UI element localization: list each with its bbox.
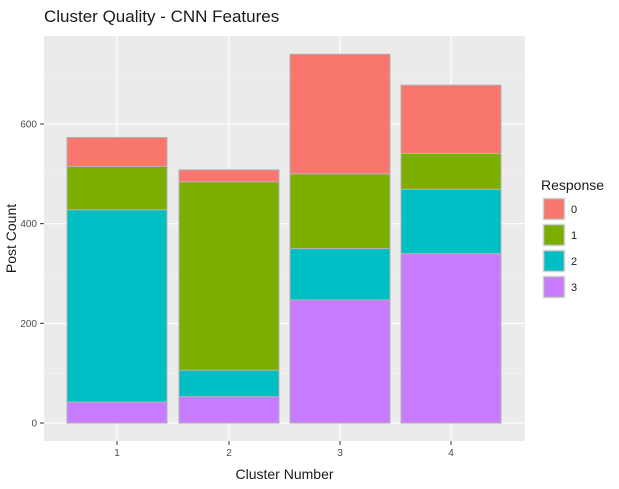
bar-segment-cluster-3-response-1 xyxy=(289,173,391,250)
y-tick-label: 200 xyxy=(20,319,37,330)
legend-label-3: 3 xyxy=(571,282,577,294)
bar-segment-cluster-2-response-0 xyxy=(178,169,280,183)
bar-segment-cluster-3-response-3 xyxy=(289,299,391,424)
bar-segment-cluster-4-response-1 xyxy=(400,152,502,190)
x-tick-label: 3 xyxy=(337,448,343,459)
legend-swatch-0 xyxy=(543,198,565,220)
bar-segment-cluster-4-response-3 xyxy=(400,253,502,424)
y-tick-label: 600 xyxy=(20,120,37,131)
legend-label-2: 2 xyxy=(571,256,577,268)
bar-segment-cluster-2-response-2 xyxy=(178,369,280,398)
bar-segment-cluster-2-response-3 xyxy=(178,396,280,424)
bar-segment-cluster-3-response-2 xyxy=(289,248,391,301)
bar-segment-cluster-3-response-0 xyxy=(289,53,391,175)
legend-swatch-3 xyxy=(543,276,565,298)
bar-segment-cluster-2-response-1 xyxy=(178,181,280,371)
x-axis-title: Cluster Number xyxy=(235,466,333,482)
bars xyxy=(66,53,502,424)
x-tick-label: 1 xyxy=(114,448,120,459)
legend-swatch-2 xyxy=(543,250,565,272)
chart-title: Cluster Quality - CNN Features xyxy=(44,7,279,26)
legend-swatch-1 xyxy=(543,224,565,246)
y-axis-title: Post Count xyxy=(3,204,19,273)
x-axis: 1 2 3 4 xyxy=(114,441,454,459)
y-tick-label: 400 xyxy=(20,219,37,230)
legend-label-0: 0 xyxy=(571,204,577,216)
bar-segment-cluster-4-response-2 xyxy=(400,188,502,255)
x-tick-label: 4 xyxy=(448,448,454,459)
legend: Response 0 1 2 3 xyxy=(541,177,604,299)
bar-segment-cluster-1-response-1 xyxy=(66,165,168,211)
bar-segment-cluster-1-response-3 xyxy=(66,401,168,424)
y-tick-label: 0 xyxy=(31,419,37,430)
y-axis: 0 200 400 600 xyxy=(20,120,44,430)
x-tick-label: 2 xyxy=(226,448,232,459)
bar-segment-cluster-1-response-0 xyxy=(66,136,168,167)
bar-segment-cluster-1-response-2 xyxy=(66,209,168,403)
bar-segment-cluster-4-response-0 xyxy=(400,84,502,154)
legend-label-1: 1 xyxy=(571,230,577,242)
legend-title: Response xyxy=(541,177,604,193)
